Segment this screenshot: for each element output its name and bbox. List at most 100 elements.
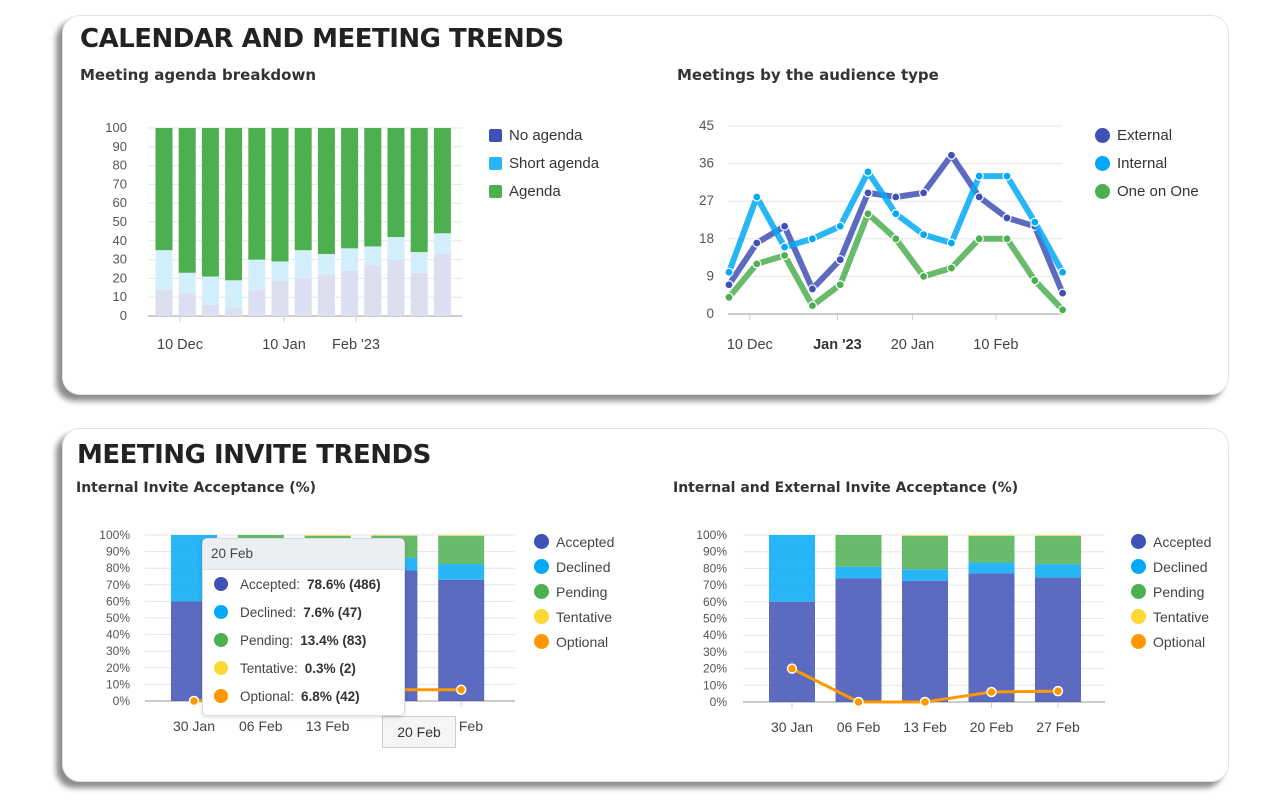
y-tick-label: 9 [706, 268, 714, 283]
section-title: MEETING INVITE TRENDS [77, 440, 431, 470]
series-point [918, 271, 929, 281]
bar-segment-declined [1035, 564, 1081, 578]
legend-swatch [1131, 634, 1146, 649]
legend-label: Tentative [1153, 608, 1210, 625]
legend-label: Optional [1153, 633, 1206, 650]
legend-item-one-on-one[interactable]: One on One [1095, 177, 1199, 205]
bar-segment-accepted [438, 579, 485, 701]
y-tick-label: 70% [703, 578, 727, 592]
series-dot-icon [214, 633, 228, 647]
bar-segment-no-agenda [225, 308, 243, 316]
y-tick-label: 36 [699, 156, 714, 171]
legend-item-pending[interactable]: Pending [1131, 579, 1211, 604]
legend-label: Pending [1153, 583, 1205, 600]
legend-agenda: No agenda Short agenda Agenda [489, 121, 599, 205]
y-tick-label: 0 [120, 308, 127, 323]
legend-item-accepted[interactable]: Accepted [1131, 529, 1211, 554]
legend-swatch [534, 634, 549, 649]
bar-segment-no-agenda [410, 272, 428, 316]
x-tick-label: 13 Feb [306, 718, 350, 734]
bar-segment-agenda [155, 128, 173, 251]
legend-item-declined[interactable]: Declined [534, 554, 614, 579]
legend-item-accepted[interactable]: Accepted [534, 529, 614, 554]
x-tick-label: 30 Jan [173, 718, 215, 734]
series-dot-icon [214, 689, 228, 703]
tooltip-label: Accepted: [240, 576, 301, 592]
tooltip-row-accepted: Accepted: 78.6% (486) [203, 570, 404, 598]
legend-item-agenda[interactable]: Agenda [489, 177, 599, 205]
bar-segment-no-agenda [271, 280, 289, 316]
y-tick-label: 30% [703, 645, 727, 659]
legend-swatch [1131, 584, 1146, 599]
y-tick-label: 40% [703, 628, 727, 642]
bar-segment-short-agenda [317, 253, 335, 275]
legend-label: Optional [556, 633, 609, 650]
bar-segment-agenda [248, 128, 266, 260]
y-tick-label: 100% [99, 528, 130, 542]
legend-label: Accepted [556, 533, 615, 550]
bar-segment-short-agenda [341, 248, 359, 271]
y-tick-label: 40% [106, 628, 130, 642]
legend-item-tentative[interactable]: Tentative [534, 604, 614, 629]
series-point [946, 150, 957, 160]
legend-item-declined[interactable]: Declined [1131, 554, 1211, 579]
x-tick-label: Jan '23 [813, 337, 862, 353]
y-tick-label: 100% [696, 528, 727, 542]
series-point [779, 221, 790, 231]
series-point [1057, 267, 1068, 277]
y-tick-label: 90% [106, 545, 130, 559]
legend-swatch [489, 128, 502, 142]
optional-point [919, 696, 931, 708]
y-tick-label: 30% [106, 644, 130, 658]
bar-segment-no-agenda [387, 259, 405, 316]
bar-segment-accepted [1035, 577, 1081, 702]
y-tick-label: 0 [706, 306, 714, 321]
series-point [891, 192, 901, 202]
y-tick-label: 0% [113, 694, 131, 708]
series-point [835, 255, 845, 265]
legend-item-external[interactable]: External [1095, 121, 1199, 149]
tooltip-label: Optional: [240, 688, 295, 704]
bar-segment-short-agenda [225, 280, 243, 309]
legend-item-pending[interactable]: Pending [534, 579, 614, 604]
series-point [946, 238, 957, 248]
legend-item-tentative[interactable]: Tentative [1131, 604, 1211, 629]
bar-segment-no-agenda [178, 293, 196, 316]
bar-segment-agenda [341, 128, 359, 249]
tooltip-header: 20 Feb [203, 539, 404, 570]
series-point [807, 284, 818, 294]
y-tick-label: 100 [105, 120, 127, 135]
tooltip-row-tentative: Tentative: 0.3% (2) [203, 654, 404, 682]
legend-item-optional[interactable]: Optional [1131, 629, 1211, 654]
x-tick-label: 06 Feb [239, 718, 283, 734]
series-point [752, 192, 762, 202]
series-dot-icon [214, 661, 228, 675]
legend-swatch [1131, 559, 1146, 574]
optional-point [455, 684, 467, 695]
series-point [835, 221, 845, 231]
y-tick-label: 80 [113, 158, 127, 173]
y-tick-label: 80% [106, 561, 130, 575]
legend-internal-acceptance: Accepted Declined Pending Tentative Opti… [534, 529, 614, 654]
x-axis-hover-label: 20 Feb [382, 716, 456, 748]
series-point [918, 188, 929, 198]
bar-segment-no-agenda [201, 304, 219, 316]
bar-segment-pending [835, 535, 882, 567]
x-tick-label: 30 Jan [771, 719, 813, 735]
y-tick-label: 30 [113, 252, 127, 267]
legend-label: Accepted [1153, 533, 1212, 550]
legend-swatch [534, 559, 549, 574]
y-tick-label: 10 [113, 289, 127, 304]
bar-segment-agenda [364, 128, 382, 247]
legend-item-internal[interactable]: Internal [1095, 149, 1199, 177]
legend-label: Declined [1153, 558, 1208, 575]
y-tick-label: 60% [106, 594, 130, 608]
legend-item-short-agenda[interactable]: Short agenda [489, 149, 599, 177]
legend-item-optional[interactable]: Optional [534, 629, 614, 654]
legend-item-no-agenda[interactable]: No agenda [489, 121, 599, 149]
bar-segment-short-agenda [364, 246, 382, 266]
chart-title: Meetings by the audience type [677, 66, 939, 84]
series-dot-icon [214, 577, 228, 591]
tooltip-label: Tentative: [240, 660, 298, 676]
